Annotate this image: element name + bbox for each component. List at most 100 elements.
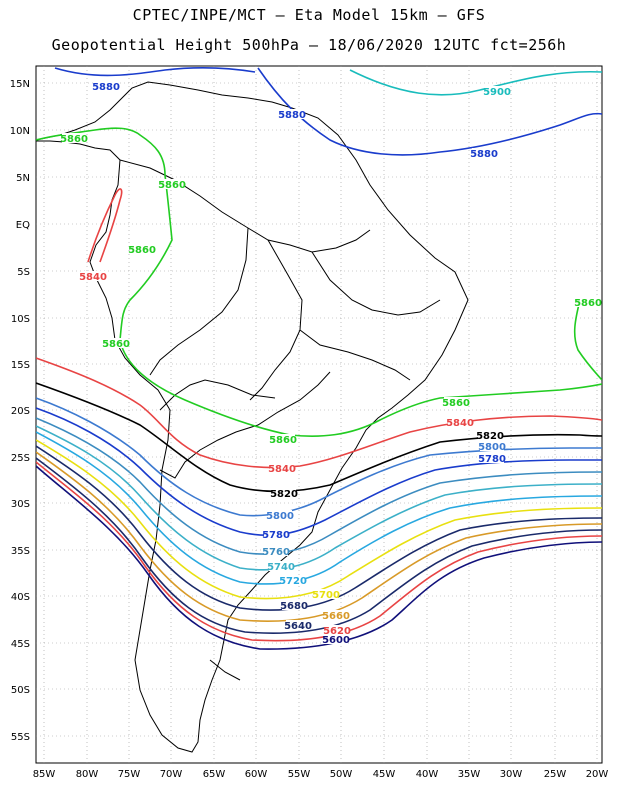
contour-label: 5620 xyxy=(323,626,351,637)
contour-labels: 5900 5880 5880 5880 5860 5860 5860 5860 5860 5860… xyxy=(60,81,602,646)
contour-label-bg xyxy=(160,179,184,189)
contour-label: 5660 xyxy=(322,611,350,622)
latitude-tick-labels: 15N 10N 5N EQ 5S 10S 15S 20S 25S 30S 35S 40S 45S 50S 5… xyxy=(10,79,30,743)
contour-label-bg xyxy=(62,133,86,143)
contour-label-bg xyxy=(280,109,304,119)
lon-tick-label: 50W xyxy=(330,769,353,780)
contour-label: 5700 xyxy=(312,590,340,601)
contour-label: 5860 xyxy=(574,298,602,309)
lat-tick-label: 5N xyxy=(16,173,30,184)
contour-label-bg xyxy=(444,397,468,407)
contour-5860 xyxy=(36,127,602,437)
lat-tick-label: 20S xyxy=(11,406,30,417)
contour-label-bg xyxy=(324,634,348,644)
contour-label: 5780 xyxy=(262,530,290,541)
contour-5880 xyxy=(54,67,602,156)
lat-tick-label: EQ xyxy=(16,220,30,231)
contour-label-bg xyxy=(314,589,338,599)
contour-label-bg xyxy=(264,529,288,539)
contour-label: 5820 xyxy=(270,489,298,500)
contour-label-bg xyxy=(104,338,128,348)
lon-tick-label: 65W xyxy=(203,769,226,780)
contour-label-bg xyxy=(264,546,288,556)
contour-label: 5780 xyxy=(478,454,506,465)
lat-tick-label: 10S xyxy=(11,314,30,325)
lon-tick-label: 35W xyxy=(458,769,481,780)
lat-tick-label: 55S xyxy=(11,732,30,743)
lat-tick-label: 10N xyxy=(10,126,30,137)
contour-label-bg xyxy=(130,244,154,254)
lon-tick-label: 70W xyxy=(160,769,183,780)
contour-label-bg xyxy=(286,620,310,630)
contour-5820 xyxy=(36,382,602,493)
contour-label: 5800 xyxy=(266,511,294,522)
contour-label-bg xyxy=(448,417,472,427)
contour-label-bg xyxy=(269,561,293,571)
contour-label-bg xyxy=(281,575,305,585)
contour-label-bg xyxy=(270,463,294,473)
contour-label: 5820 xyxy=(476,431,504,442)
lon-tick-label: 40W xyxy=(416,769,439,780)
longitude-tick-labels: 85W 80W 75W 70W 65W 60W 55W 50W 45W 40W 35W 30W 25W 2… xyxy=(33,769,609,780)
lat-tick-label: 25S xyxy=(11,453,30,464)
contour-5800 xyxy=(36,397,602,517)
contour-label-bg xyxy=(325,625,349,635)
contour-label: 5880 xyxy=(470,149,498,160)
lon-tick-label: 20W xyxy=(586,769,609,780)
contour-label-bg xyxy=(282,600,306,610)
chart-subtitle: Geopotential Height 500hPa – 18/06/2020 … xyxy=(51,36,567,54)
contour-label: 5880 xyxy=(278,110,306,121)
lat-tick-label: 45S xyxy=(11,639,30,650)
contour-5760 xyxy=(36,417,602,555)
contour-5840 xyxy=(36,188,602,469)
lat-tick-label: 15S xyxy=(11,360,30,371)
contour-5600 xyxy=(36,465,602,650)
contour-5660 xyxy=(36,451,602,622)
plot-frame xyxy=(35,65,603,764)
contour-label-bg xyxy=(576,297,600,307)
lon-tick-label: 85W xyxy=(33,769,56,780)
lat-tick-label: 35S xyxy=(11,546,30,557)
contour-label: 5640 xyxy=(284,621,312,632)
lat-tick-label: 40S xyxy=(11,592,30,603)
lat-tick-label: 5S xyxy=(17,267,30,278)
lon-tick-label: 80W xyxy=(76,769,99,780)
lon-tick-label: 30W xyxy=(500,769,523,780)
grid-lines xyxy=(36,66,602,763)
contour-label-bg xyxy=(480,441,504,451)
contour-5700 xyxy=(36,439,602,600)
contour-5780 xyxy=(36,407,602,537)
contour-label: 5800 xyxy=(478,442,506,453)
chart-title: CPTEC/INPE/MCT – Eta Model 15km – GFS xyxy=(132,6,486,24)
contour-label-bg xyxy=(480,453,504,463)
contour-label: 5900 xyxy=(483,87,511,98)
contour-label: 5680 xyxy=(280,601,308,612)
lon-tick-label: 55W xyxy=(288,769,311,780)
contour-label: 5840 xyxy=(446,418,474,429)
contour-label-bg xyxy=(324,610,348,620)
contour-5620 xyxy=(36,461,602,642)
contour-5900 xyxy=(349,69,602,96)
contour-label-bg xyxy=(271,434,295,444)
contour-label-bg xyxy=(272,488,296,498)
contour-label-bg xyxy=(81,271,105,281)
lon-tick-label: 75W xyxy=(118,769,141,780)
contour-label: 5860 xyxy=(442,398,470,409)
contour-5740 xyxy=(36,425,602,571)
lat-tick-label: 50S xyxy=(11,685,30,696)
contour-label-bg xyxy=(472,148,496,158)
contour-label: 5840 xyxy=(268,464,296,475)
contour-label: 5760 xyxy=(262,547,290,558)
contour-label: 5880 xyxy=(92,82,120,93)
lat-tick-label: 30S xyxy=(11,499,30,510)
contour-label: 5720 xyxy=(279,576,307,587)
contour-label: 5860 xyxy=(102,339,130,350)
contour-label: 5860 xyxy=(128,245,156,256)
contour-label-bg xyxy=(485,86,509,96)
contour-label: 5860 xyxy=(60,134,88,145)
contour-label: 5860 xyxy=(269,435,297,446)
lon-tick-label: 60W xyxy=(245,769,268,780)
contour-label: 5740 xyxy=(267,562,295,573)
lon-tick-label: 45W xyxy=(373,769,396,780)
